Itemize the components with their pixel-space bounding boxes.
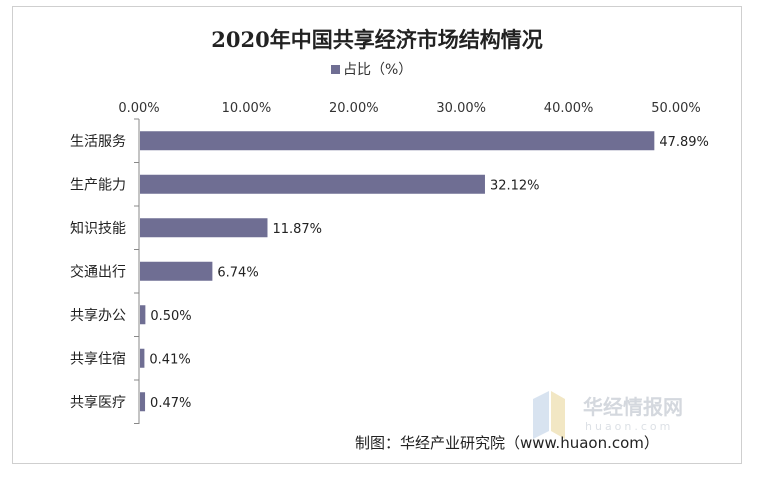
category-label: 共享住宿 [70,350,126,367]
chart-title: 2020年中国共享经济市场结构情况 [211,27,542,52]
x-tick-label: 50.00% [651,101,701,116]
bar [140,131,655,151]
x-tick-label: 0.00% [118,101,159,116]
data-label: 0.41% [149,352,190,367]
legend-label: 占比（%） [343,62,412,78]
legend: 占比（%） [331,62,412,78]
x-tick-label: 40.00% [544,101,594,116]
watermark-text: 华经情报网 [583,395,683,419]
category-label: 共享办公 [70,307,126,324]
category-label: 交通出行 [70,263,126,280]
logo-mark-yellow [551,391,565,439]
x-axis-ticks: 0.00% 10.00% 20.00% 30.00% 40.00% 50.00% [118,101,700,116]
bar [140,392,146,412]
data-label: 47.89% [659,135,709,150]
bar [140,218,268,238]
category-label: 共享医疗 [70,394,126,411]
bar [140,261,213,281]
data-label: 11.87% [272,222,322,237]
bar [140,305,146,325]
bar [140,348,145,368]
bars: 生活服务 47.89% 生产能力 32.12% 知识技能 11.87% 交通出行 6.74% 共… [70,118,709,424]
data-label: 0.47% [150,396,191,411]
x-tick-label: 20.00% [329,101,379,116]
source-note: 制图：华经产业研究院（www.huaon.com） [355,434,659,452]
logo-mark-blue [533,391,549,439]
chart-svg: 2020年中国共享经济市场结构情况 占比（%） 0.00% 10.00% 20.00… [70,27,709,452]
x-tick-label: 10.00% [222,101,272,116]
category-label: 生产能力 [70,177,126,193]
x-tick-label: 30.00% [436,101,486,116]
watermark-sub: huaon.com [585,420,673,433]
data-label: 0.50% [150,309,191,324]
chart-frame: 2020年中国共享经济市场结构情况 占比（%） 0.00% 10.00% 20.00… [12,6,742,464]
bar [140,174,485,194]
category-label: 生活服务 [70,134,126,150]
legend-swatch [331,65,340,74]
data-label: 32.12% [490,178,540,193]
watermark-logo: 华经情报网 huaon.com [533,391,683,439]
category-label: 知识技能 [70,220,126,237]
data-label: 6.74% [217,265,258,280]
